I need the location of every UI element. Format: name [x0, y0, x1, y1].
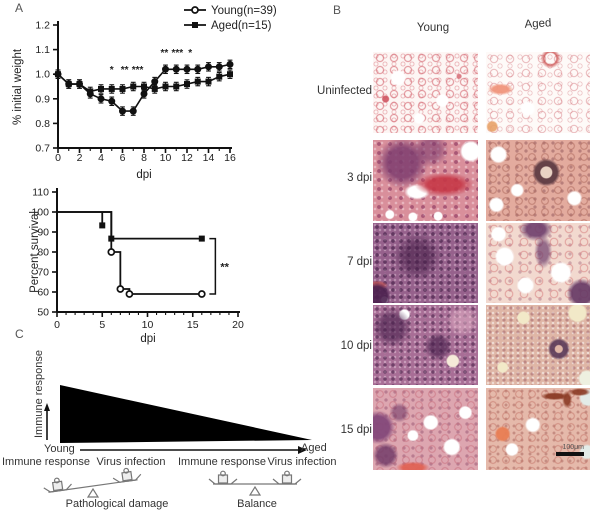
histology-image-3dpi-aged [486, 140, 590, 221]
svg-text:6: 6 [120, 152, 126, 164]
column-header-aged: Aged [524, 17, 552, 31]
immune-decline-diagram [44, 385, 312, 454]
histology-image-10dpi-aged [486, 305, 590, 385]
svg-text:dpi: dpi [136, 169, 151, 181]
svg-text:1.1: 1.1 [35, 44, 50, 56]
svg-text:0.7: 0.7 [35, 143, 50, 155]
weight-loss-chart: 0.7 0.8 0.9 1.0 1.1 1.2 0 2 4 6 8 10 12 14 16 dpi % init… [12, 5, 277, 181]
svg-text:0: 0 [54, 319, 60, 331]
svg-text:**: ** [220, 261, 229, 273]
balance-scale-tilted-icon [43, 467, 142, 498]
row-label-15dpi: 15 dpi [340, 424, 372, 436]
svg-text:1.0: 1.0 [35, 69, 50, 81]
svg-text:*: * [110, 65, 114, 76]
up-arrowhead-icon [44, 403, 50, 411]
svg-text:110: 110 [32, 187, 49, 199]
svg-text:2: 2 [77, 152, 83, 164]
scale2-left-label: Immune response [177, 456, 267, 468]
declining-immune-response-triangle [60, 385, 312, 443]
svg-text:60: 60 [37, 287, 49, 299]
histology-image-15dpi-young [373, 388, 478, 470]
scale2-caption: Balance [237, 498, 277, 510]
svg-text:***: *** [171, 48, 183, 59]
svg-text:0.9: 0.9 [35, 93, 50, 105]
svg-text:***: *** [132, 65, 144, 76]
svg-text:Percent survival: Percent survival [29, 211, 41, 293]
svg-text:% initial weight: % initial weight [12, 48, 24, 125]
panel-a-label: A [15, 1, 24, 15]
column-header-young: Young [416, 22, 450, 34]
scale2-right-label: Virus infection [267, 456, 337, 468]
histology-image-uninfected-young [373, 52, 478, 133]
svg-text:dpi: dpi [140, 333, 155, 345]
balance-scale-level-icon [208, 470, 302, 496]
histology-image-15dpi-aged [486, 388, 590, 470]
svg-text:20: 20 [232, 319, 244, 331]
svg-text:15: 15 [187, 319, 199, 331]
histology-image-7dpi-young [373, 223, 478, 303]
svg-text:70: 70 [37, 267, 49, 279]
histology-image-3dpi-young [373, 140, 478, 221]
row-label-3dpi: 3 dpi [347, 172, 372, 184]
row-label-uninfected: Uninfected [317, 85, 372, 97]
panel-c-label: C [15, 327, 24, 341]
svg-text:80: 80 [37, 247, 49, 259]
histology-image-10dpi-young [373, 305, 478, 385]
scale-bar [556, 452, 584, 456]
svg-text:**: ** [121, 65, 129, 76]
svg-text:*: * [188, 48, 192, 59]
scale-bar-label: 100μm [562, 444, 584, 451]
scale1-right-label: Virus infection [96, 456, 166, 468]
row-label-10dpi: 10 dpi [340, 340, 372, 352]
histology-image-7dpi-aged [486, 223, 590, 303]
svg-text:50: 50 [37, 307, 49, 319]
svg-text:4: 4 [98, 152, 104, 164]
svg-text:0.8: 0.8 [35, 118, 50, 130]
right-arrowhead-icon [298, 446, 307, 454]
svg-text:0: 0 [55, 152, 61, 164]
c-young-label: Young [44, 443, 75, 455]
svg-text:10: 10 [160, 152, 172, 164]
svg-text:16: 16 [224, 152, 236, 164]
svg-text:12: 12 [181, 152, 193, 164]
svg-text:5: 5 [99, 319, 105, 331]
histology-image-uninfected-aged [486, 52, 590, 133]
scale1-caption: Pathological damage [65, 498, 169, 510]
svg-text:Aged(n=15): Aged(n=15) [211, 20, 272, 32]
c-aged-label: Aged [301, 442, 327, 454]
row-label-7dpi: 7 dpi [347, 256, 372, 268]
scale1-left-label: Immune response [1, 456, 91, 468]
svg-text:Young(n=39): Young(n=39) [211, 5, 277, 17]
svg-text:90: 90 [37, 227, 49, 239]
svg-text:100: 100 [31, 207, 49, 219]
svg-text:14: 14 [203, 152, 215, 164]
panel-b-label: B [333, 3, 342, 17]
svg-text:1.2: 1.2 [35, 20, 50, 32]
svg-text:**: ** [161, 48, 169, 59]
svg-text:8: 8 [141, 152, 147, 164]
survival-chart: 50 60 70 80 90 100 110 0 5 10 15 20 dpi Percent survi… [29, 187, 244, 346]
svg-text:10: 10 [142, 319, 154, 331]
